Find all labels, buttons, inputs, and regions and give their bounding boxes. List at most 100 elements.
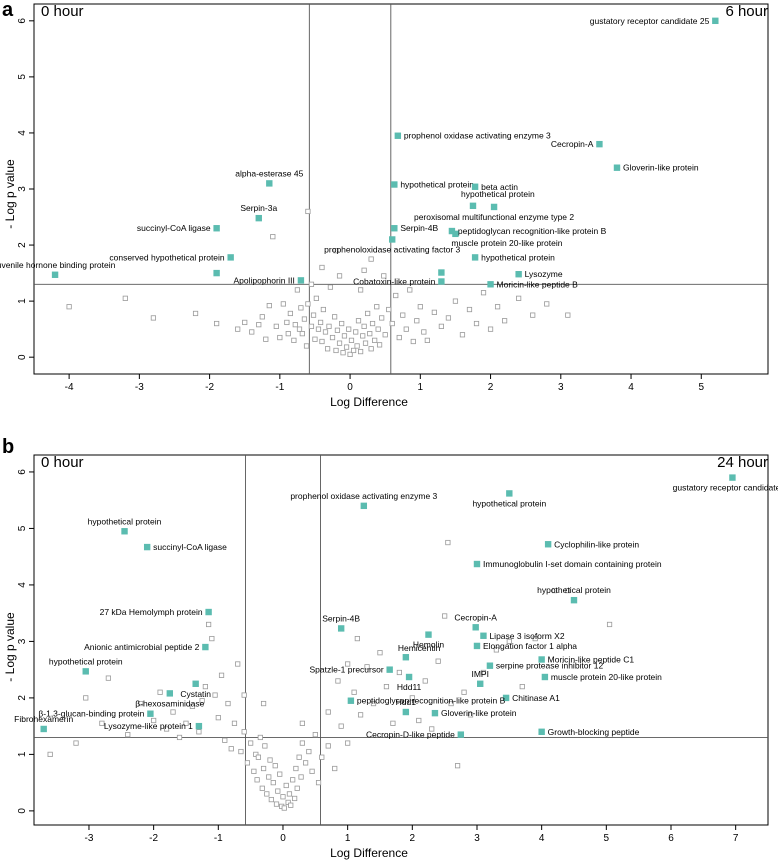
panel-b-significant-point bbox=[480, 632, 487, 639]
panel-a-y-tick-label: 4 bbox=[17, 130, 28, 136]
panel-a-nonsignificant-point bbox=[374, 304, 380, 310]
panel-b-point-label: succinyl-CoA ligase bbox=[153, 542, 227, 552]
panel-b-nonsignificant-point bbox=[288, 802, 294, 808]
panel-a-nonsignificant-point bbox=[376, 342, 383, 348]
panel-a-y-tick-label: 2 bbox=[17, 242, 28, 248]
panel-b-point-label: Gloverin-like protein bbox=[441, 708, 517, 718]
panel-b-nonsignificant-point bbox=[260, 700, 267, 707]
panel-a-nonsignificant-point bbox=[259, 314, 265, 320]
panel-b-point-label: Cyclophilin-like protein bbox=[554, 539, 639, 549]
panel-a-nonsignificant-point bbox=[285, 331, 291, 337]
panel-a-point-label: muscle protein 20-like protein bbox=[451, 238, 562, 248]
panel-a-nonsignificant-point bbox=[273, 323, 279, 329]
panel-b-point-label: Elongation factor 1 alpha bbox=[483, 641, 577, 651]
panel-b-point-label: Cecropin-D-like peptide bbox=[366, 730, 455, 740]
panel-a-nonsignificant-point bbox=[292, 322, 298, 328]
panel-b-point-label: Hdd11 bbox=[397, 682, 422, 692]
panel-a-significant-point bbox=[391, 225, 398, 232]
panel-b-nonsignificant-point bbox=[231, 720, 238, 726]
panel-b-nonsignificant-point bbox=[183, 720, 189, 726]
panel-b-y-tick-label: 6 bbox=[17, 469, 28, 475]
panel-b-nonsignificant-point bbox=[364, 664, 370, 670]
panel-a-point-label: Serpin-3a bbox=[240, 203, 277, 213]
panel-a-nonsignificant-point bbox=[452, 298, 459, 304]
panel-b-significant-point bbox=[192, 680, 199, 687]
panel-a-nonsignificant-point bbox=[347, 351, 353, 357]
panel-b-significant-point bbox=[544, 541, 552, 548]
panel-b-x-tick-label: 2 bbox=[410, 833, 416, 844]
panel-a-nonsignificant-point bbox=[431, 309, 437, 315]
panel-a-nonsignificant-point bbox=[367, 331, 373, 337]
panel-a-significant-point bbox=[255, 214, 262, 222]
panel-b-nonsignificant-point bbox=[294, 785, 300, 791]
panel-a-nonsignificant-point bbox=[333, 248, 339, 254]
panel-b-y-tick-label: 3 bbox=[17, 638, 28, 644]
panel-b-left-corner-label: 0 hour bbox=[41, 454, 84, 471]
panel-a-nonsignificant-point bbox=[284, 319, 290, 326]
panel-b-point-label: prophenol oxidase activating enzyme 3 bbox=[290, 491, 437, 501]
panel-a-nonsignificant-point bbox=[407, 287, 413, 293]
panel-a-nonsignificant-point bbox=[291, 337, 297, 343]
panel-b-nonsignificant-point bbox=[480, 669, 487, 676]
panel-b-significant-point bbox=[570, 596, 578, 604]
panel-b-nonsignificant-point bbox=[370, 700, 377, 707]
panel-b-nonsignificant-point bbox=[506, 638, 512, 645]
panel-a-point-label: succinyl-CoA ligase bbox=[137, 223, 211, 233]
panel-b-point-label: hypothetical protein bbox=[472, 498, 546, 508]
panel-b-nonsignificant-point bbox=[409, 695, 415, 701]
panel-b-significant-point bbox=[405, 673, 413, 681]
panel-a-point-label: Cobatoxin-like protein bbox=[353, 277, 435, 287]
panel-b-x-tick-label: -2 bbox=[149, 833, 158, 844]
panel-b-nonsignificant-point bbox=[248, 740, 254, 746]
panel-a-nonsignificant-point bbox=[277, 334, 283, 341]
panel-a-nonsignificant-point bbox=[319, 338, 325, 345]
panel-b-point-label: peptidoglycan recognition-like protein B bbox=[357, 696, 506, 706]
panel-b-significant-point bbox=[457, 731, 465, 738]
panel-b-nonsignificant-point bbox=[325, 743, 331, 749]
panel-b-nonsignificant-point bbox=[151, 717, 157, 724]
panel-b-y-tick-label: 5 bbox=[17, 525, 28, 531]
panel-a-nonsignificant-point bbox=[319, 264, 325, 271]
panel-b-nonsignificant-point bbox=[454, 763, 461, 769]
panel-b-point-label: Moricin-like peptide C1 bbox=[548, 654, 635, 664]
panel-a-nonsignificant-point bbox=[305, 208, 311, 215]
panel-a-nonsignificant-point bbox=[334, 327, 341, 333]
panel-a-nonsignificant-point bbox=[332, 314, 338, 320]
panel-a-significant-point bbox=[452, 230, 459, 238]
panel-b-point-label: 27 kDa Hemolymph protein bbox=[100, 607, 203, 617]
panel-a-x-axis-label: Log Difference bbox=[330, 395, 408, 409]
panel-a-nonsignificant-point bbox=[339, 320, 345, 327]
panel-b: b 0 hour 24 hour Log Difference - Log p … bbox=[2, 436, 778, 860]
panel-b-significant-point bbox=[473, 642, 481, 650]
panel-a-nonsignificant-point bbox=[480, 290, 487, 296]
panel-a-significant-point bbox=[389, 236, 396, 243]
panel-b-point-label: serpine protease inhibitor 12 bbox=[496, 661, 604, 671]
panel-b-nonsignificant-point bbox=[206, 621, 212, 628]
panel-a-nonsignificant-point bbox=[312, 336, 318, 342]
panel-b-point-label: muscle protein 20-like protein bbox=[551, 672, 662, 682]
panel-a-nonsignificant-point bbox=[403, 326, 409, 332]
panel-b-nonsignificant-point bbox=[277, 771, 283, 777]
panel-b-significant-point bbox=[402, 708, 410, 716]
panel-b-point-label: Cecropin-A bbox=[454, 612, 497, 622]
panel-b-nonsignificant-point bbox=[306, 748, 312, 755]
panel-b-nonsignificant-point bbox=[235, 661, 241, 667]
panel-b-letter: b bbox=[2, 436, 14, 458]
panel-a-nonsignificant-point bbox=[396, 334, 402, 341]
panel-b-significant-point bbox=[205, 608, 212, 616]
panel-b-point-label: IMPI bbox=[471, 669, 488, 679]
panel-a-nonsignificant-point bbox=[424, 337, 430, 343]
panel-a-nonsignificant-point bbox=[326, 323, 332, 329]
panel-b-x-axis-label: Log Difference bbox=[330, 846, 408, 860]
panel-b-significant-point bbox=[486, 662, 494, 669]
panel-b-nonsignificant-point bbox=[332, 765, 338, 772]
panel-a-x-tick-label: 0 bbox=[347, 382, 353, 393]
panel-a-nonsignificant-point bbox=[375, 326, 381, 332]
panel-a-significant-point bbox=[227, 254, 234, 261]
panel-b-nonsignificant-point bbox=[254, 777, 260, 783]
panel-a-x-tick-label: 3 bbox=[558, 382, 564, 393]
panel-a-x-tick-label: 4 bbox=[628, 382, 634, 393]
panel-b-significant-point bbox=[402, 654, 410, 661]
panel-a-nonsignificant-point bbox=[308, 323, 315, 329]
panel-a-nonsignificant-point bbox=[301, 316, 308, 322]
